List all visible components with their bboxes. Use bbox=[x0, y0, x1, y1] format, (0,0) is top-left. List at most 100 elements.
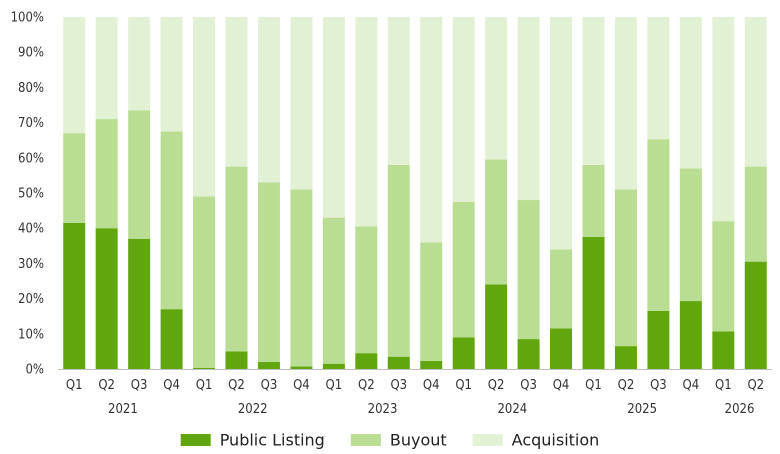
x-tick-label: Q2 bbox=[618, 378, 635, 393]
bar-public-listing bbox=[420, 360, 443, 369]
bar-public-listing bbox=[290, 366, 313, 369]
x-tick-label: Q4 bbox=[163, 378, 180, 393]
y-tick-label: 100% bbox=[11, 11, 44, 26]
x-tick-label: Q3 bbox=[131, 378, 148, 393]
bar-acquisition bbox=[744, 17, 767, 167]
y-tick-label: 80% bbox=[18, 81, 44, 96]
bar-public-listing bbox=[647, 310, 670, 369]
bar-public-listing bbox=[128, 238, 151, 369]
x-tick-label: Q4 bbox=[553, 378, 570, 393]
year-label: 2026 bbox=[725, 402, 755, 417]
x-axis-ticks: Q1 Q2 Q3 Q4 Q1 Q2 Q3 Q4 Q1 Q2 Q3 Q4 Q1 Q2 Q3 Q4 Q1 Q2 Q3 Q4… bbox=[66, 378, 764, 393]
y-tick-label: 20% bbox=[18, 292, 44, 307]
bar-acquisition bbox=[647, 17, 670, 140]
legend: Public Listing Buyout Acquisition bbox=[180, 431, 600, 450]
bar-acquisition bbox=[517, 17, 540, 201]
legend-item: Acquisition bbox=[472, 431, 600, 450]
y-tick-label: 90% bbox=[18, 46, 44, 61]
bar-public-listing bbox=[614, 346, 637, 369]
bar-acquisition bbox=[160, 17, 183, 132]
bars bbox=[63, 17, 767, 369]
y-tick-label: 70% bbox=[18, 116, 44, 131]
bar-public-listing bbox=[517, 339, 540, 369]
year-labels: 2021 2022 2023 2024 2025 2026 bbox=[108, 402, 754, 417]
y-tick-label: 50% bbox=[18, 187, 44, 202]
bar-public-listing bbox=[95, 228, 118, 369]
bar-acquisition bbox=[550, 17, 573, 250]
year-label: 2024 bbox=[497, 402, 527, 417]
x-tick-label: Q1 bbox=[326, 378, 343, 393]
bar-buyout bbox=[160, 131, 183, 310]
x-tick-label: Q4 bbox=[293, 378, 310, 393]
year-label: 2023 bbox=[368, 402, 398, 417]
bar-public-listing bbox=[257, 361, 280, 369]
bar-buyout bbox=[95, 119, 118, 229]
bar-acquisition bbox=[582, 17, 605, 165]
bar-public-listing bbox=[582, 237, 605, 369]
bar-buyout bbox=[128, 110, 151, 239]
bar-acquisition bbox=[614, 17, 637, 190]
legend-swatch bbox=[180, 434, 211, 446]
legend-label: Acquisition bbox=[512, 431, 600, 450]
x-tick-label: Q1 bbox=[715, 378, 732, 393]
bar-public-listing bbox=[452, 337, 475, 369]
x-tick-label: Q3 bbox=[650, 378, 667, 393]
bar-buyout bbox=[355, 226, 378, 354]
bar-buyout bbox=[193, 196, 216, 368]
y-tick-label: 30% bbox=[18, 257, 44, 272]
bar-public-listing bbox=[712, 331, 735, 369]
x-tick-label: Q1 bbox=[455, 378, 472, 393]
legend-label: Buyout bbox=[390, 431, 447, 450]
x-tick-label: Q1 bbox=[585, 378, 602, 393]
year-label: 2025 bbox=[627, 402, 657, 417]
x-tick-label: Q2 bbox=[358, 378, 375, 393]
bar-buyout bbox=[322, 217, 345, 364]
bar-buyout bbox=[257, 182, 280, 362]
bar-public-listing bbox=[63, 222, 86, 369]
bar-buyout bbox=[387, 164, 410, 357]
bar-buyout bbox=[225, 166, 248, 352]
y-tick-label: 0% bbox=[25, 363, 44, 378]
bar-acquisition bbox=[193, 17, 216, 197]
bar-acquisition bbox=[355, 17, 378, 227]
bar-public-listing bbox=[387, 356, 410, 369]
x-tick-label: Q2 bbox=[747, 378, 764, 393]
x-tick-label: Q1 bbox=[196, 378, 213, 393]
y-tick-label: 10% bbox=[18, 327, 44, 342]
bar-buyout bbox=[679, 168, 702, 302]
bar-public-listing bbox=[550, 328, 573, 369]
bar-acquisition bbox=[63, 17, 86, 134]
x-tick-label: Q3 bbox=[390, 378, 407, 393]
bar-buyout bbox=[420, 242, 443, 361]
bar-acquisition bbox=[679, 17, 702, 169]
year-label: 2021 bbox=[108, 402, 138, 417]
legend-label: Public Listing bbox=[220, 431, 325, 450]
bar-buyout bbox=[550, 249, 573, 329]
bar-buyout bbox=[712, 221, 735, 332]
bar-public-listing bbox=[322, 363, 345, 369]
bar-acquisition bbox=[257, 17, 280, 183]
x-tick-label: Q3 bbox=[520, 378, 537, 393]
bar-buyout bbox=[744, 166, 767, 262]
bar-acquisition bbox=[322, 17, 345, 218]
x-tick-label: Q2 bbox=[228, 378, 245, 393]
y-axis-ticks: 0% 10% 20% 30% 40% 50% 60% 70% 80% 90% 100% bbox=[11, 11, 44, 378]
year-label: 2022 bbox=[238, 402, 268, 417]
bar-public-listing bbox=[744, 261, 767, 369]
bar-buyout bbox=[290, 189, 313, 367]
y-tick-label: 40% bbox=[18, 222, 44, 237]
x-tick-label: Q4 bbox=[683, 378, 700, 393]
y-tick-label: 60% bbox=[18, 151, 44, 166]
bar-public-listing bbox=[679, 301, 702, 369]
bar-acquisition bbox=[95, 17, 118, 120]
bar-buyout bbox=[517, 200, 540, 340]
x-tick-label: Q2 bbox=[488, 378, 505, 393]
bar-buyout bbox=[614, 189, 637, 347]
bar-acquisition bbox=[712, 17, 735, 222]
bar-public-listing bbox=[193, 367, 216, 369]
bar-public-listing bbox=[485, 284, 508, 369]
x-tick-label: Q4 bbox=[423, 378, 440, 393]
bar-acquisition bbox=[452, 17, 475, 202]
bar-buyout bbox=[485, 159, 508, 285]
